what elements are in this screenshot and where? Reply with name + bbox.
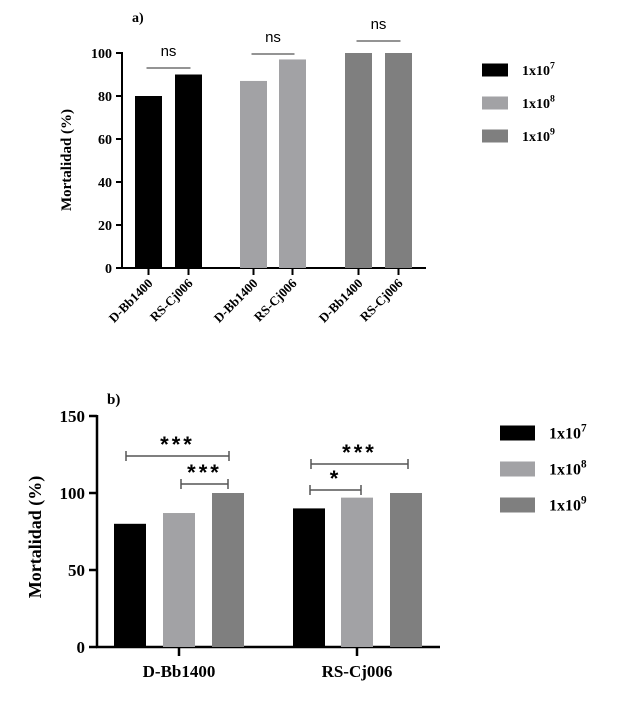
y-tick-label: 60 (98, 133, 112, 148)
legend-swatch (482, 96, 508, 110)
y-tick-label: 80 (98, 90, 112, 105)
y-tick-label: 0 (105, 262, 112, 277)
legend-label: 1x109 (549, 494, 587, 514)
legend-swatch (482, 129, 508, 143)
x-tick-label: RS-Cj006 (322, 662, 393, 681)
y-tick-label: 150 (60, 407, 86, 426)
bar (163, 513, 195, 647)
bar (135, 96, 162, 268)
bar (385, 53, 412, 268)
significance-label: *** (187, 460, 222, 485)
x-tick-label: D-Bb1400 (143, 662, 216, 681)
bar (240, 80, 267, 268)
legend-label: 1x109 (522, 127, 555, 145)
significance-label: * (330, 466, 342, 491)
bar (345, 53, 372, 268)
y-tick-label: 100 (60, 484, 86, 503)
legend-swatch (500, 497, 535, 513)
significance-label: ns (371, 16, 387, 33)
legend-label: 1x107 (522, 61, 555, 79)
y-tick-label: 20 (98, 219, 112, 234)
panel-label: b) (107, 392, 120, 408)
legend-label: 1x107 (549, 422, 587, 442)
significance-label: *** (160, 432, 195, 457)
bar (293, 508, 325, 647)
legend-label: 1x108 (549, 458, 587, 478)
bar (175, 74, 202, 268)
x-tick-label: D-Bb1400 (316, 276, 366, 326)
bar (114, 523, 146, 647)
y-tick-label: 100 (91, 47, 112, 62)
y-axis-label: Mortalidad (%) (59, 109, 75, 211)
x-tick-label: RS-Cj006 (357, 275, 406, 324)
legend-swatch (482, 63, 508, 77)
legend-swatch (500, 425, 535, 441)
x-tick-label: RS-Cj006 (251, 275, 300, 324)
y-tick-label: 50 (68, 561, 85, 580)
significance-label: ns (161, 43, 177, 60)
bar (390, 493, 422, 647)
y-tick-label: 0 (77, 638, 86, 657)
x-tick-label: D-Bb1400 (211, 276, 261, 326)
legend-label: 1x108 (522, 94, 555, 112)
bar (212, 493, 244, 647)
panel-label: a) (132, 11, 144, 26)
significance-label: *** (342, 440, 377, 465)
legend-swatch (500, 461, 535, 477)
significance-label: ns (265, 29, 281, 46)
x-tick-label: RS-Cj006 (147, 275, 196, 324)
bar (341, 497, 373, 647)
x-tick-label: D-Bb1400 (106, 276, 156, 326)
y-tick-label: 40 (98, 176, 112, 191)
y-axis-label: Mortalidad (%) (25, 476, 46, 598)
bar (279, 59, 306, 269)
